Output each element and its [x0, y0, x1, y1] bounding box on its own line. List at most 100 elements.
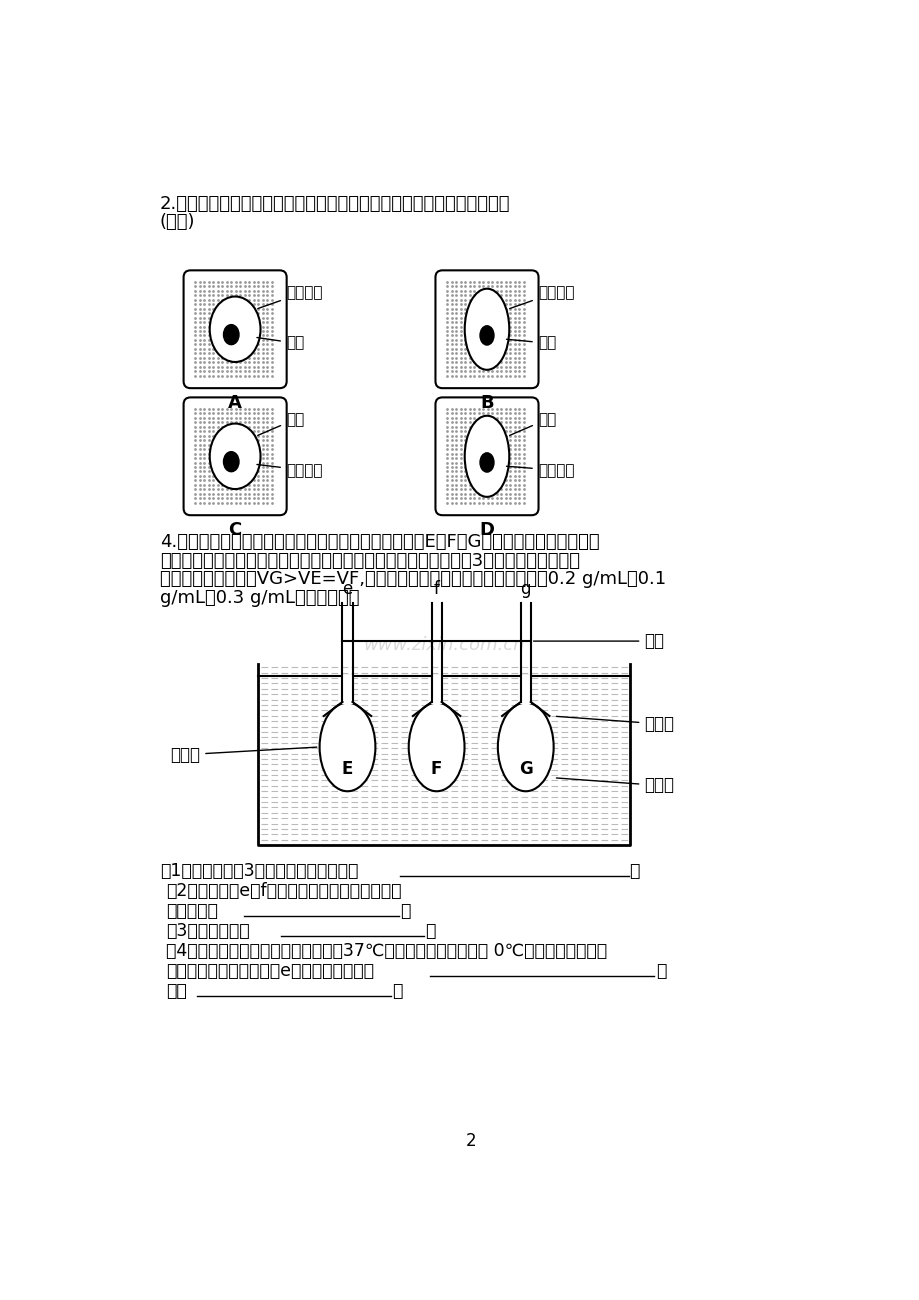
Point [255, 488, 269, 508]
Point [237, 330, 252, 351]
Point [233, 407, 247, 428]
Point [264, 347, 278, 368]
Text: 紫色变深: 紫色变深 [506, 463, 573, 477]
Point [206, 365, 221, 386]
Point [471, 290, 485, 311]
Point [480, 474, 494, 495]
Point [219, 303, 233, 324]
Point [475, 365, 490, 386]
Point [206, 478, 221, 499]
Point [453, 312, 468, 333]
Point [494, 471, 508, 491]
Point [506, 343, 521, 364]
Point [480, 421, 494, 442]
Point [516, 471, 530, 491]
Point [494, 347, 508, 368]
Point [494, 316, 508, 337]
Point [511, 281, 526, 302]
Ellipse shape [223, 325, 239, 344]
Text: 4.为探究膜的透性，设计了如图所示的实验装置，其中E、F、G为用猪膚胱制成的小袋，: 4.为探究膜的透性，设计了如图所示的实验装置，其中E、F、G为用猪膚胱制成的小袋… [160, 533, 599, 551]
Point [458, 443, 472, 464]
Point [206, 285, 221, 306]
Point [264, 430, 278, 451]
Point [497, 316, 512, 337]
Point [502, 321, 516, 342]
Point [201, 290, 216, 311]
Point [494, 478, 508, 499]
Point [210, 407, 225, 428]
Point [475, 416, 490, 437]
Point [223, 298, 238, 318]
Point [210, 425, 225, 446]
Point [466, 471, 481, 491]
Point [475, 334, 490, 355]
Point [215, 493, 230, 514]
Point [458, 488, 472, 508]
Point [219, 316, 233, 337]
Point [475, 488, 490, 508]
Point [506, 316, 521, 337]
Point [201, 338, 216, 359]
Point [484, 484, 499, 504]
Point [210, 443, 225, 464]
Point [471, 338, 485, 359]
Point [197, 452, 211, 473]
Point [201, 430, 216, 451]
Point [264, 316, 278, 337]
Point [511, 438, 526, 459]
Point [448, 434, 463, 455]
Point [233, 421, 247, 442]
Point [475, 438, 490, 459]
Point [255, 430, 269, 451]
Point [246, 484, 261, 504]
Point [255, 434, 269, 455]
Point [246, 281, 261, 302]
Point [448, 403, 463, 424]
Point [444, 356, 459, 377]
Point [255, 416, 269, 437]
Point [251, 343, 266, 364]
Point [506, 294, 521, 315]
Point [201, 325, 216, 346]
Point [215, 312, 230, 333]
Point [206, 465, 221, 486]
Point [484, 456, 499, 477]
Point [201, 447, 216, 468]
Point [502, 403, 516, 424]
Point [206, 488, 221, 508]
Point [506, 474, 521, 495]
Point [489, 465, 504, 486]
Point [439, 361, 454, 382]
Point [264, 474, 278, 495]
Point [259, 465, 274, 486]
Point [461, 452, 476, 473]
Point [210, 338, 225, 359]
Point [264, 403, 278, 424]
Point [259, 421, 274, 442]
Point [233, 290, 247, 311]
Point [466, 493, 481, 514]
Point [264, 456, 278, 477]
Point [192, 478, 207, 499]
Point [497, 416, 512, 437]
Point [461, 325, 476, 346]
Point [471, 303, 485, 324]
Point [228, 488, 243, 508]
Point [453, 307, 468, 328]
Point [516, 352, 530, 373]
Point [475, 343, 490, 364]
Point [259, 303, 274, 324]
Point [246, 338, 261, 359]
Point [192, 407, 207, 428]
Point [215, 416, 230, 437]
Point [192, 356, 207, 377]
Point [461, 361, 476, 382]
Point [444, 352, 459, 373]
Text: （3）该实验说明: （3）该实验说明 [166, 922, 249, 940]
Point [246, 452, 261, 473]
Point [466, 338, 481, 359]
Point [215, 488, 230, 508]
Point [259, 330, 274, 351]
Point [228, 290, 243, 311]
Point [242, 465, 256, 486]
